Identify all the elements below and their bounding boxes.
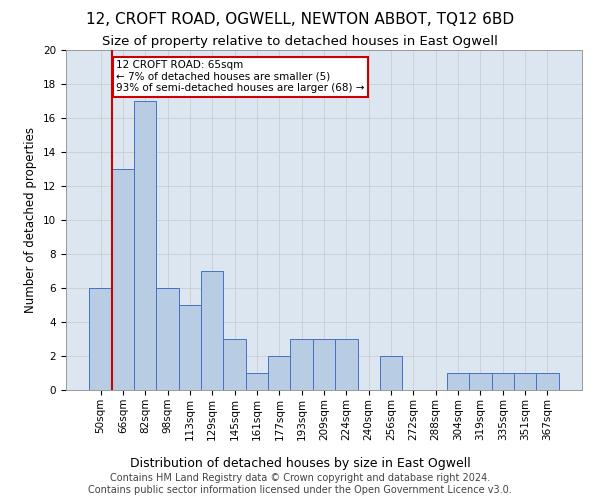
Bar (536, 373, 559, 390)
Bar (223, 339, 246, 390)
Bar (157, 288, 179, 390)
Bar (447, 373, 469, 390)
Bar (313, 339, 335, 390)
Bar (246, 373, 268, 390)
Bar (290, 339, 313, 390)
Text: Size of property relative to detached houses in East Ogwell: Size of property relative to detached ho… (102, 35, 498, 48)
Bar (134, 101, 157, 390)
Bar (268, 356, 290, 390)
Text: 12 CROFT ROAD: 65sqm
← 7% of detached houses are smaller (5)
93% of semi-detache: 12 CROFT ROAD: 65sqm ← 7% of detached ho… (116, 60, 365, 94)
Bar (514, 373, 536, 390)
Bar (112, 169, 134, 390)
Bar (380, 356, 402, 390)
Bar (89, 288, 112, 390)
Bar (491, 373, 514, 390)
Bar (469, 373, 491, 390)
Bar (335, 339, 358, 390)
Bar (179, 305, 201, 390)
Bar (201, 271, 223, 390)
Y-axis label: Number of detached properties: Number of detached properties (25, 127, 37, 313)
Text: Contains HM Land Registry data © Crown copyright and database right 2024.
Contai: Contains HM Land Registry data © Crown c… (88, 474, 512, 495)
Text: Distribution of detached houses by size in East Ogwell: Distribution of detached houses by size … (130, 458, 470, 470)
Text: 12, CROFT ROAD, OGWELL, NEWTON ABBOT, TQ12 6BD: 12, CROFT ROAD, OGWELL, NEWTON ABBOT, TQ… (86, 12, 514, 28)
